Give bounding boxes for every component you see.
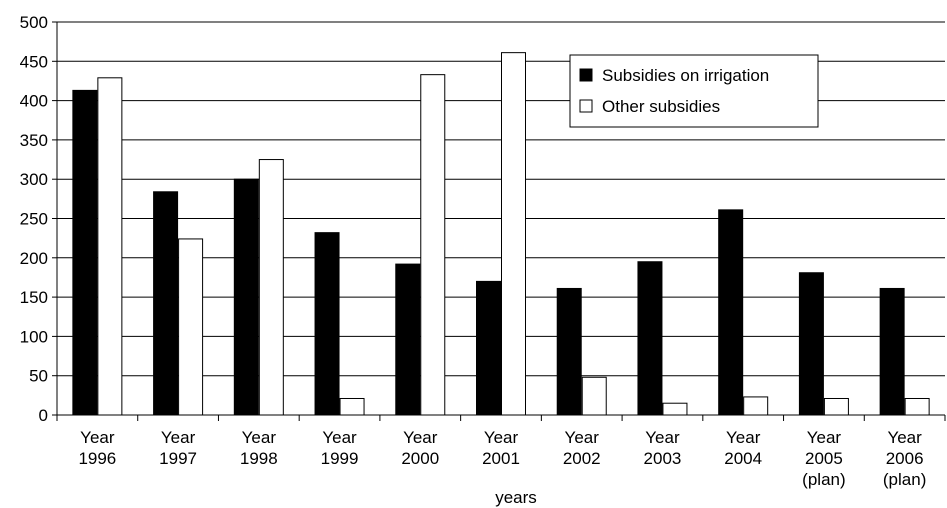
bar-subsidies-on-irrigation: [798, 272, 824, 416]
x-category-label: Year 1996: [78, 428, 116, 468]
x-category-label: Year 1999: [321, 428, 359, 468]
y-tick-label: 100: [20, 327, 48, 346]
x-category-label: Year 2000: [401, 428, 439, 468]
bar-subsidies-on-irrigation: [637, 261, 663, 416]
bar-subsidies-on-irrigation: [476, 280, 501, 416]
bar-other-subsidies: [97, 77, 123, 416]
bar-other-subsidies: [339, 397, 365, 416]
bar-other-subsidies: [662, 402, 688, 416]
x-category-label: Year 1997: [159, 428, 197, 468]
x-category-label: Year 2003: [644, 428, 682, 468]
bar-subsidies-on-irrigation: [72, 89, 98, 416]
bar-other-subsidies: [420, 74, 446, 416]
legend-box: [569, 54, 819, 128]
bar-subsidies-on-irrigation: [556, 287, 582, 416]
y-tick-label: 50: [29, 367, 48, 386]
x-tick-labels: Year 1996 Year 1997 Year 1998 Year 1999 Year 2000…: [78, 428, 926, 489]
y-tick-label: 400: [20, 92, 48, 111]
bar-other-subsidies: [743, 396, 769, 416]
bar-other-subsidies: [581, 376, 607, 416]
y-tick-labels: 0 50 100 150 200 250 300 350 400 450 500: [20, 13, 48, 425]
legend-label: Subsidies on irrigation: [602, 66, 769, 85]
x-category-label: Year 1998: [240, 428, 278, 468]
y-tick-label: 300: [20, 170, 48, 189]
x-category-label: Year 2004: [724, 428, 762, 468]
x-axis-title: years: [495, 488, 537, 507]
x-category-label: Year 2006 (plan): [883, 428, 926, 489]
y-tick-label: 150: [20, 288, 48, 307]
y-tick-label: 500: [20, 13, 48, 32]
bar-subsidies-on-irrigation: [879, 287, 905, 416]
bar-subsidies-on-irrigation: [153, 191, 179, 416]
bar-other-subsidies: [823, 397, 849, 416]
bar-other-subsidies: [258, 159, 284, 416]
bar-subsidies-on-irrigation: [395, 263, 421, 416]
bar-other-subsidies: [178, 238, 204, 416]
legend-swatch-other: [579, 99, 593, 113]
bar-subsidies-on-irrigation: [314, 232, 340, 416]
legend-label: Other subsidies: [602, 97, 720, 116]
legend-swatch-irrigation: [579, 68, 593, 82]
bar-other-subsidies: [904, 397, 930, 416]
bar-other-subsidies: [501, 52, 526, 416]
axes: [52, 21, 946, 421]
x-category-label: Year 2002: [563, 428, 601, 468]
x-category-label: Year 2005 (plan): [802, 428, 845, 489]
y-tick-label: 250: [20, 210, 48, 229]
y-tick-label: 200: [20, 249, 48, 268]
bar-subsidies-on-irrigation: [718, 209, 744, 416]
x-category-label: Year 2001: [482, 428, 520, 468]
y-tick-label: 350: [20, 131, 48, 150]
bar-subsidies-on-irrigation: [233, 178, 259, 416]
legend: Subsidies on irrigation Other subsidies: [569, 54, 819, 128]
y-tick-label: 450: [20, 52, 48, 71]
y-tick-label: 0: [39, 406, 48, 425]
